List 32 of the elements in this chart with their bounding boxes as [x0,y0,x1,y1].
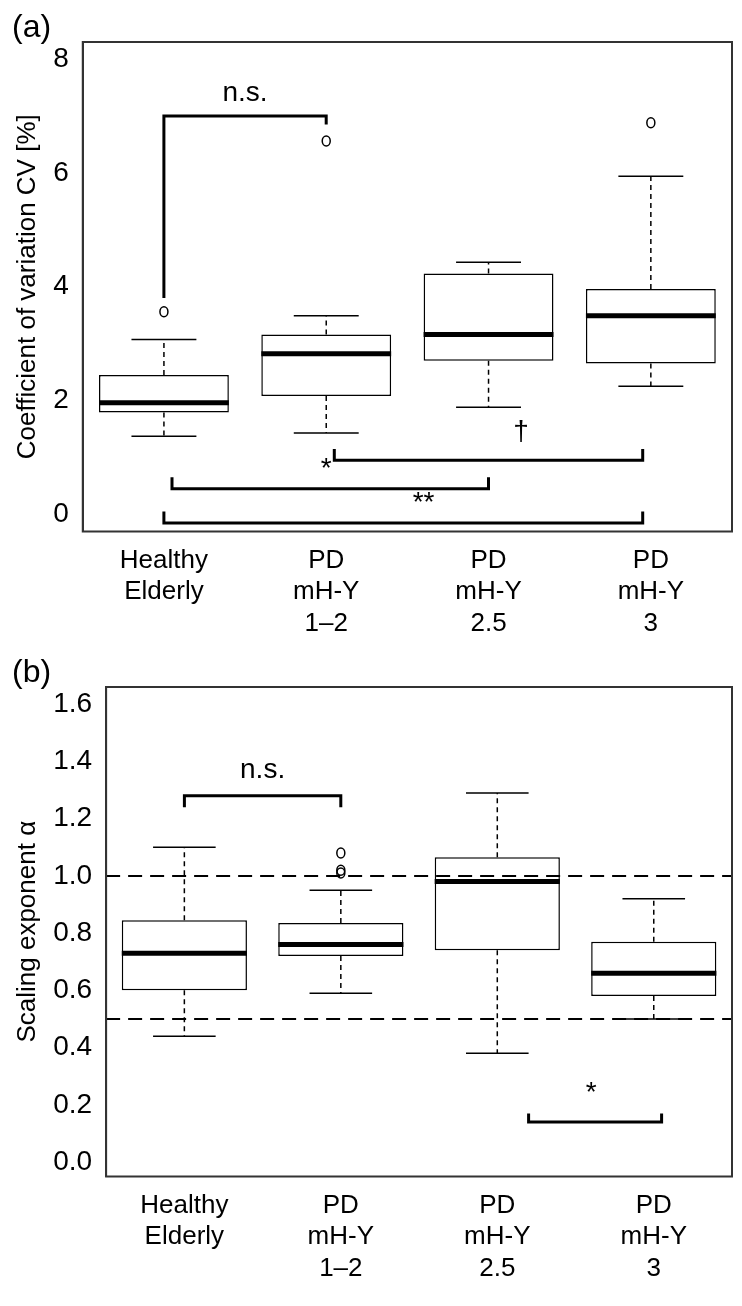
x-tick-label: PD mH-Y 2.5 [455,544,522,637]
y-tick-label: 1.0 [53,858,93,890]
annotation: * [320,451,332,483]
x-tick-label: PD mH-Y 1–2 [293,544,360,637]
y-tick-label: 8 [53,41,69,73]
y-tick-label: 0.2 [53,1087,93,1119]
y-tick-label: 2 [53,383,69,415]
annotation: † [513,414,529,446]
annotation: ** [412,485,435,517]
y-tick-label: 1.4 [53,744,93,776]
y-tick-label: 0 [53,497,69,529]
x-tick-label: Healthy Elderly [140,1189,229,1251]
y-tick-label: 4 [53,269,69,301]
x-tick-label: PD mH-Y 3 [620,1189,687,1282]
chart-title: (b) [12,652,52,689]
y-axis-title: Scaling exponent α [10,820,41,1043]
y-tick-label: 0.6 [53,973,93,1005]
y-tick-label: 1.6 [53,686,93,718]
y-axis-title: Coefficient of variation CV [%] [10,114,41,460]
y-tick-label: 0.4 [53,1030,93,1062]
x-tick-label: PD mH-Y 1–2 [307,1189,375,1282]
x-tick-label: Healthy Elderly [119,544,208,606]
y-tick-label: 1.2 [53,801,93,833]
annotation: n.s. [240,753,286,785]
y-tick-label: 6 [53,155,69,187]
annotation: * [585,1076,597,1108]
y-tick-label: 0.0 [53,1144,93,1176]
x-tick-label: PD mH-Y 3 [617,544,685,637]
y-tick-label: 0.8 [53,915,93,947]
x-tick-label: PD mH-Y 2.5 [464,1189,531,1282]
chart-title: (a) [12,7,52,44]
annotation: n.s. [222,76,268,108]
